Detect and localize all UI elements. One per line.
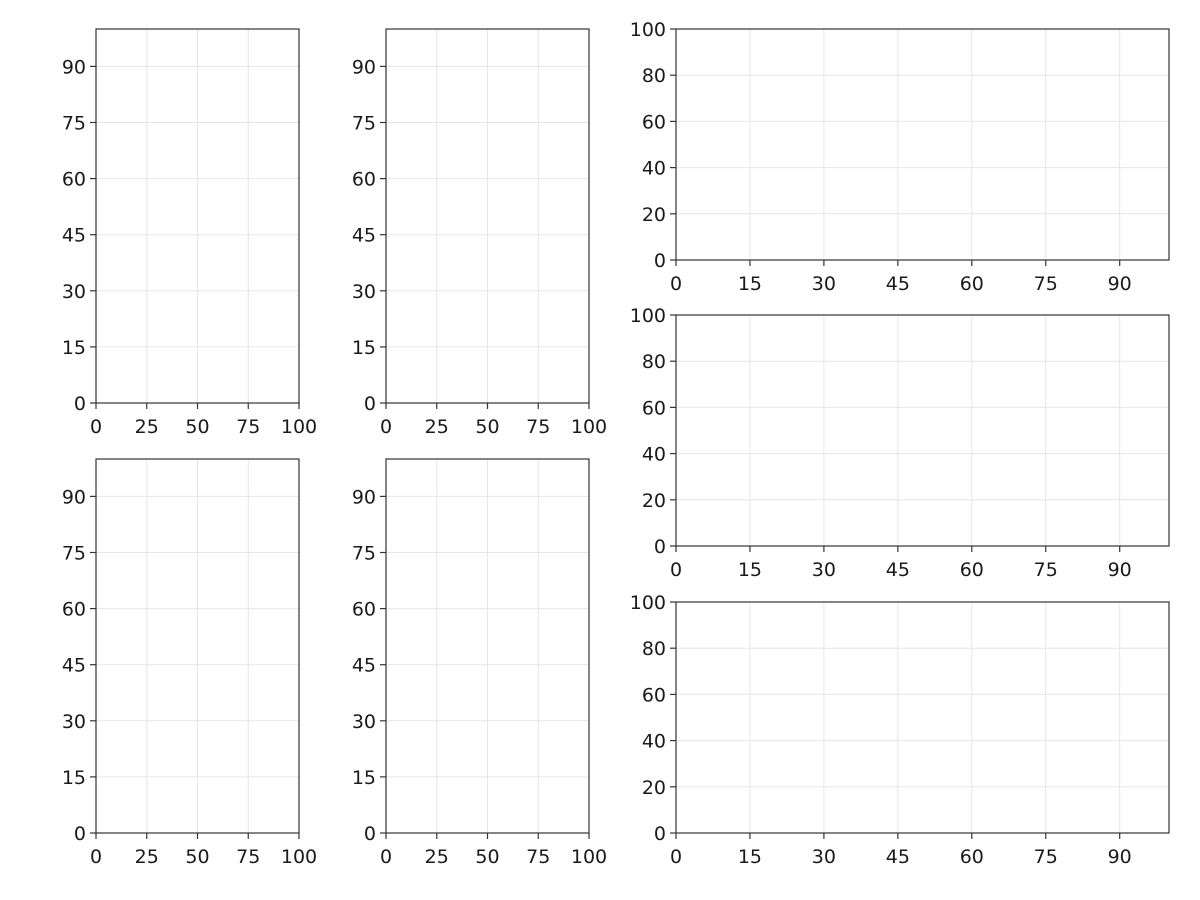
x-tick-label: 0 <box>380 416 392 438</box>
x-tick-label: 75 <box>1034 846 1058 868</box>
plot-panel-bottom-middle: 0 25 50 75 100 0 15 30 45 60 75 90 <box>352 458 607 868</box>
x-tick-label: 100 <box>281 416 317 438</box>
x-tick-label: 75 <box>236 416 260 438</box>
x-tick-label: 90 <box>1108 559 1132 581</box>
plot-panel-top-middle: 0 25 50 75 100 0 15 30 45 60 75 90 <box>352 28 607 438</box>
y-tick-label: 45 <box>352 225 376 247</box>
x-tick-label: 15 <box>738 846 762 868</box>
x-tick-label: 75 <box>526 846 550 868</box>
y-tick-label: 90 <box>62 56 86 78</box>
x-tick-label: 75 <box>236 846 260 868</box>
x-tick-label: 30 <box>812 559 836 581</box>
x-tick-label: 25 <box>135 416 159 438</box>
y-tick-label: 20 <box>642 490 666 512</box>
axes-frame <box>675 601 1170 834</box>
x-tick-label: 45 <box>886 559 910 581</box>
y-tick-label: 75 <box>62 543 86 565</box>
x-tick-label: 0 <box>670 846 682 868</box>
x-tick-label: 50 <box>185 416 209 438</box>
y-tick-label: 0 <box>654 250 666 272</box>
y-tick-label: 60 <box>62 599 86 621</box>
x-tick-label: 100 <box>571 416 607 438</box>
y-tick-label: 60 <box>352 599 376 621</box>
plot-panel-right-top: 0 15 30 45 60 75 90 0 20 40 60 80 100 <box>630 19 1170 295</box>
y-tick-label: 30 <box>352 281 376 303</box>
x-tick-label: 15 <box>738 273 762 295</box>
y-tick-label: 80 <box>642 65 666 87</box>
x-tick-label: 25 <box>135 846 159 868</box>
y-tick-label: 75 <box>62 113 86 135</box>
y-tick-label: 80 <box>642 351 666 373</box>
y-tick-label: 20 <box>642 204 666 226</box>
x-tick-label: 0 <box>670 273 682 295</box>
x-tick-label: 30 <box>812 846 836 868</box>
y-tick-label: 80 <box>642 638 666 660</box>
y-tick-label: 90 <box>62 486 86 508</box>
x-tick-label: 60 <box>960 559 984 581</box>
x-tick-label: 15 <box>738 559 762 581</box>
x-tick-label: 75 <box>1034 559 1058 581</box>
x-tick-label: 90 <box>1108 846 1132 868</box>
y-tick-label: 60 <box>352 169 376 191</box>
y-tick-label: 90 <box>352 56 376 78</box>
x-tick-label: 0 <box>670 559 682 581</box>
x-tick-label: 100 <box>281 846 317 868</box>
x-tick-label: 0 <box>90 416 102 438</box>
y-tick-label: 40 <box>642 158 666 180</box>
y-tick-label: 100 <box>630 592 666 614</box>
y-tick-label: 30 <box>352 711 376 733</box>
y-tick-label: 30 <box>62 281 86 303</box>
x-tick-label: 50 <box>475 846 499 868</box>
y-tick-label: 15 <box>352 337 376 359</box>
x-tick-label: 25 <box>425 846 449 868</box>
plot-panel-bottom-left: 0 25 50 75 100 0 15 30 45 60 75 90 <box>62 458 317 868</box>
y-tick-label: 100 <box>630 19 666 41</box>
y-tick-label: 45 <box>62 655 86 677</box>
y-tick-label: 40 <box>642 444 666 466</box>
y-tick-label: 45 <box>352 655 376 677</box>
x-tick-label: 75 <box>1034 273 1058 295</box>
plot-panel-right-middle: 0 15 30 45 60 75 90 0 20 40 60 80 100 <box>630 305 1170 581</box>
y-tick-label: 60 <box>62 169 86 191</box>
x-tick-label: 30 <box>812 273 836 295</box>
y-tick-label: 75 <box>352 543 376 565</box>
axes-frame <box>675 28 1170 261</box>
x-tick-label: 45 <box>886 846 910 868</box>
y-tick-label: 75 <box>352 113 376 135</box>
plot-panel-top-left: 0 25 50 75 100 0 15 30 45 60 75 90 <box>62 28 317 438</box>
x-tick-label: 60 <box>960 273 984 295</box>
x-tick-label: 100 <box>571 846 607 868</box>
x-tick-label: 60 <box>960 846 984 868</box>
plot-panel-right-bottom: 0 15 30 45 60 75 90 0 20 40 60 80 100 <box>630 592 1170 868</box>
y-tick-label: 15 <box>62 767 86 789</box>
y-tick-label: 20 <box>642 777 666 799</box>
axes-frame <box>675 314 1170 547</box>
y-tick-label: 100 <box>630 305 666 327</box>
x-tick-label: 0 <box>380 846 392 868</box>
y-tick-label: 90 <box>352 486 376 508</box>
y-tick-label: 0 <box>364 823 376 845</box>
y-tick-label: 40 <box>642 731 666 753</box>
x-tick-label: 50 <box>475 416 499 438</box>
y-tick-label: 15 <box>62 337 86 359</box>
y-tick-label: 0 <box>654 823 666 845</box>
y-tick-label: 60 <box>642 111 666 133</box>
y-tick-label: 60 <box>642 684 666 706</box>
y-tick-label: 0 <box>654 536 666 558</box>
y-tick-label: 0 <box>74 393 86 415</box>
x-tick-label: 75 <box>526 416 550 438</box>
y-tick-label: 60 <box>642 397 666 419</box>
x-tick-label: 0 <box>90 846 102 868</box>
y-tick-label: 15 <box>352 767 376 789</box>
y-tick-label: 0 <box>364 393 376 415</box>
y-tick-label: 30 <box>62 711 86 733</box>
x-tick-label: 25 <box>425 416 449 438</box>
x-tick-label: 90 <box>1108 273 1132 295</box>
x-tick-label: 45 <box>886 273 910 295</box>
y-tick-label: 45 <box>62 225 86 247</box>
x-tick-label: 50 <box>185 846 209 868</box>
y-tick-label: 0 <box>74 823 86 845</box>
